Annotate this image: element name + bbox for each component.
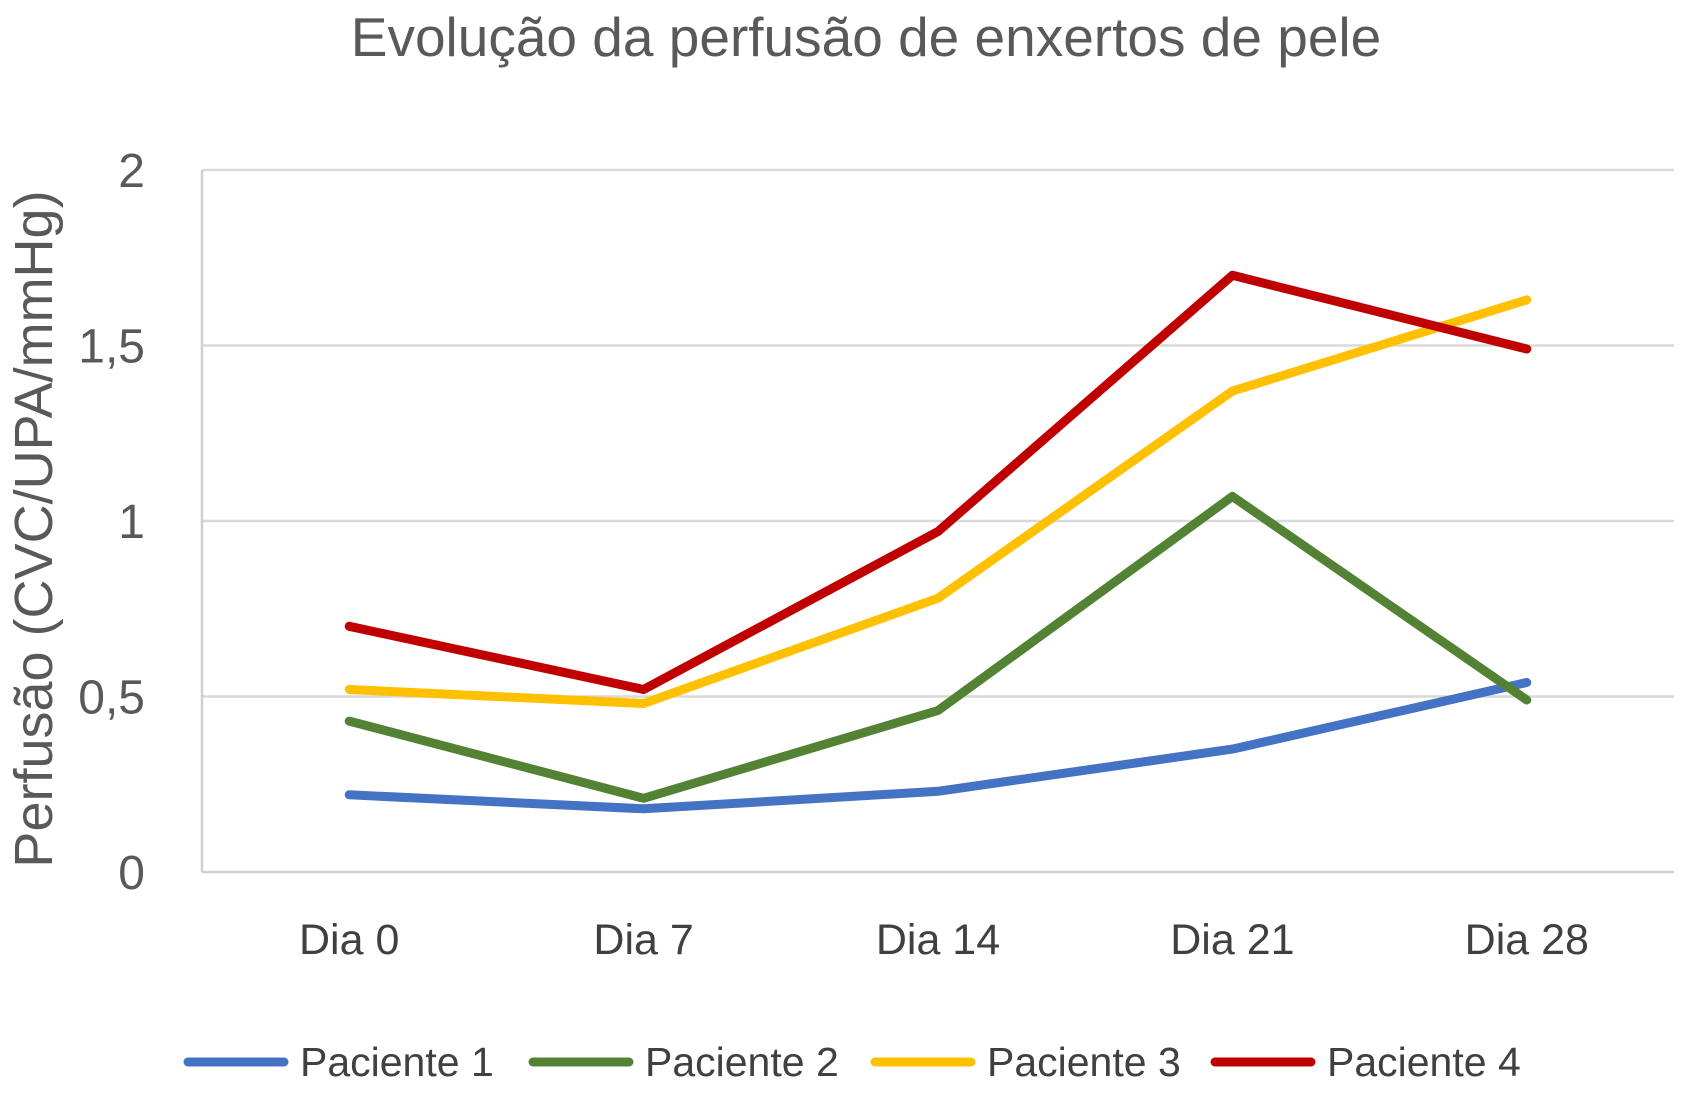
legend-label: Paciente 4: [1327, 1039, 1521, 1085]
legend-label: Paciente 3: [987, 1039, 1181, 1085]
series-line-4: [344, 270, 1532, 694]
x-tick-label: Dia 14: [876, 916, 1000, 964]
series-lines: [344, 270, 1532, 814]
legend-label: Paciente 2: [645, 1039, 839, 1085]
x-tick-label: Dia 0: [299, 916, 399, 964]
legend-item: Paciente 4: [1210, 1039, 1521, 1085]
legend: Paciente 1 Paciente 2 Paciente 3 Paciente 4: [183, 1039, 1521, 1085]
legend-label: Paciente 1: [300, 1039, 494, 1085]
y-tick-label: 0: [118, 847, 145, 900]
legend-item: Paciente 2: [528, 1039, 839, 1085]
y-tick-labels: 0 0,5 1 1,5 2: [78, 145, 145, 900]
gridlines: [200, 168, 1674, 874]
legend-item: Paciente 3: [870, 1039, 1181, 1085]
y-tick-label: 1,5: [78, 321, 145, 374]
series-line-1: [344, 678, 1532, 814]
y-tick-label: 2: [118, 145, 145, 198]
y-tick-label: 1: [118, 496, 145, 549]
chart-title: Evolução da perfusão de enxertos de pele: [351, 6, 1381, 68]
y-axis-label: Perfusão (CVC/UPA/mmHg): [4, 190, 64, 867]
x-tick-label: Dia 7: [593, 916, 693, 964]
series-line-2: [344, 491, 1532, 803]
y-tick-label: 0,5: [78, 672, 145, 725]
x-tick-label: Dia 28: [1465, 916, 1589, 964]
x-tick-labels: Dia 0 Dia 7 Dia 14 Dia 21 Dia 28: [299, 916, 1589, 964]
x-tick-label: Dia 21: [1170, 916, 1294, 964]
legend-item: Paciente 1: [183, 1039, 494, 1085]
series-line-3: [344, 295, 1532, 708]
